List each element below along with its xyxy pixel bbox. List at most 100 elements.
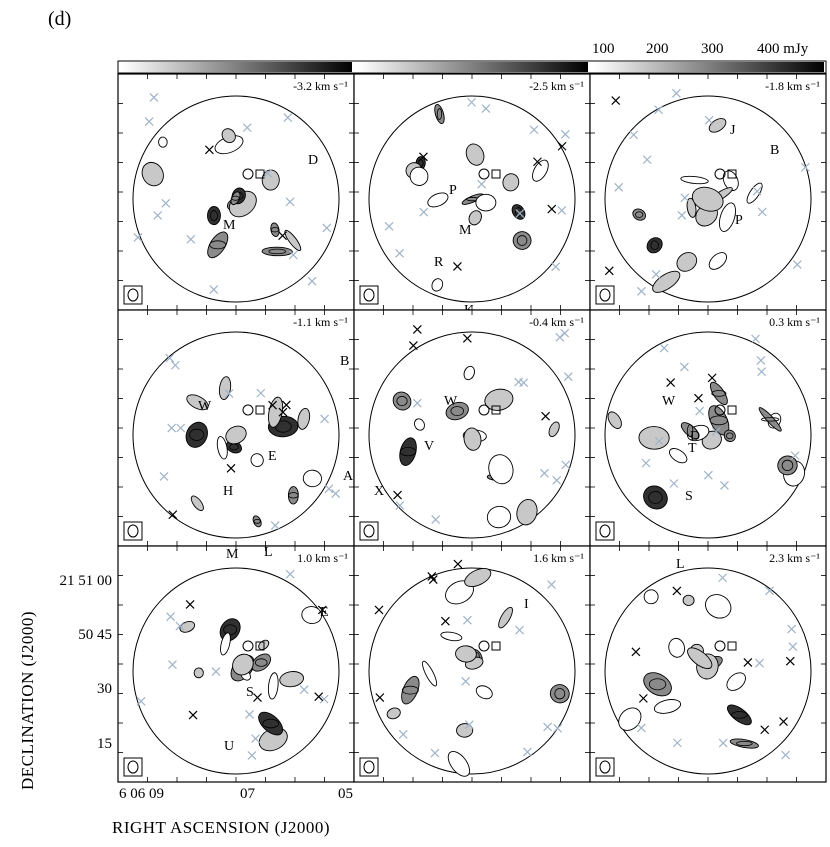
emission-contour	[691, 186, 724, 212]
source-label-x: X	[374, 484, 384, 499]
beam-box	[595, 757, 615, 777]
central-source-square	[727, 641, 737, 651]
colorbar-tick-100: 100	[592, 41, 615, 57]
beam-ellipse	[599, 288, 611, 302]
velocity-label: 2.3 km s⁻¹	[769, 551, 820, 565]
beam-box	[595, 521, 615, 541]
x-tick-1: 07	[240, 786, 255, 802]
emission-contour	[484, 388, 514, 411]
emission-contour	[705, 594, 732, 619]
emission-contour	[141, 161, 164, 187]
y-tick-1: 50 45	[78, 627, 112, 643]
emission-contour	[297, 407, 311, 430]
source-label-p: P	[449, 183, 457, 198]
central-source-circle	[478, 640, 490, 652]
emission-contour	[618, 707, 642, 731]
beam-box	[595, 285, 615, 305]
central-source-square	[491, 405, 501, 415]
source-label-s: S	[246, 685, 254, 700]
central-source-square	[255, 641, 265, 651]
y-tick-0: 21 51 00	[59, 573, 113, 589]
emission-contour	[392, 391, 412, 411]
beam-ellipse	[127, 524, 139, 538]
emission-contour	[185, 421, 208, 448]
central-source-circle	[714, 404, 726, 416]
primary-beam-circle	[368, 331, 576, 539]
beam-box	[359, 521, 379, 541]
emission-contour	[258, 711, 284, 736]
x-axis-label: RIGHT ASCENSION (J2000)	[112, 818, 331, 837]
source-label-l: L	[264, 545, 273, 560]
emission-contour	[643, 589, 659, 605]
beam-ellipse	[599, 760, 611, 774]
emission-contour	[686, 197, 697, 218]
y-axis-label: DECLINATION (J2000)	[18, 610, 37, 790]
emission-contour	[251, 653, 272, 672]
emission-contour	[279, 671, 304, 688]
primary-beam-circle	[604, 331, 812, 539]
panel-frame	[353, 73, 591, 311]
emission-contour	[653, 699, 682, 714]
source-label-p: P	[735, 213, 743, 228]
emission-contour	[218, 376, 232, 401]
central-source-square	[491, 641, 501, 651]
beam-ellipse	[127, 760, 139, 774]
source-label-w: W	[198, 399, 212, 414]
source-label-i: I	[524, 597, 529, 612]
emission-contour	[302, 469, 322, 488]
colorbar-tick-200: 200	[646, 41, 669, 57]
source-label-b: B	[340, 354, 349, 369]
channel-panel-3: -1.8 km s⁻¹ J B P	[589, 73, 827, 311]
beam-ellipse	[363, 760, 375, 774]
x-tick-0: 6 06 09	[119, 786, 164, 802]
emission-contour	[723, 429, 736, 443]
colorbar-segment-2	[358, 62, 588, 72]
emission-contour	[445, 401, 469, 421]
emission-contour	[207, 206, 221, 226]
emission-contour	[190, 495, 204, 512]
velocity-label: -1.8 km s⁻¹	[765, 79, 820, 93]
beam-ellipse	[599, 524, 611, 538]
emission-contour	[729, 738, 759, 749]
emission-contour	[512, 231, 532, 250]
emission-contour	[777, 455, 798, 476]
emission-contour	[401, 675, 420, 705]
emission-contour	[158, 136, 168, 148]
y-tick-2: 30	[97, 681, 112, 697]
beam-box	[359, 757, 379, 777]
source-label-t: T	[688, 441, 697, 456]
emission-contour	[447, 751, 470, 777]
emission-contour	[216, 436, 228, 460]
central-source-circle	[242, 640, 254, 652]
emission-contour	[261, 246, 293, 257]
velocity-label: 1.0 km s⁻¹	[297, 551, 348, 565]
emission-contour	[708, 252, 727, 270]
source-label-a: A	[343, 469, 354, 484]
source-label-h: H	[223, 484, 233, 499]
source-label-m: M	[223, 218, 236, 233]
beam-box	[123, 757, 143, 777]
emission-contour	[646, 237, 663, 254]
source-label-u: U	[224, 739, 234, 754]
central-source-square	[727, 405, 737, 415]
beam-ellipse	[127, 288, 139, 302]
channel-panel-2: -2.5 km s⁻¹PMRK	[353, 73, 591, 318]
emission-contour	[682, 594, 695, 606]
source-label-w: W	[662, 394, 676, 409]
emission-contour	[427, 192, 449, 208]
colorbar-segment-3	[594, 62, 824, 72]
emission-contour	[232, 653, 254, 676]
source-label-e: E	[320, 605, 329, 620]
emission-contour	[464, 567, 492, 588]
central-source-square	[727, 169, 737, 179]
source-label-l: L	[676, 557, 685, 572]
central-source-square	[255, 169, 265, 179]
emission-contour	[475, 193, 497, 212]
channel-panel-4: -1.1 km s⁻¹ B W E A H	[117, 309, 355, 547]
emission-contour	[486, 505, 512, 529]
emission-contour	[287, 486, 299, 505]
emission-contour	[207, 231, 229, 259]
source-label-d: D	[690, 429, 700, 444]
emission-contour	[652, 270, 681, 293]
